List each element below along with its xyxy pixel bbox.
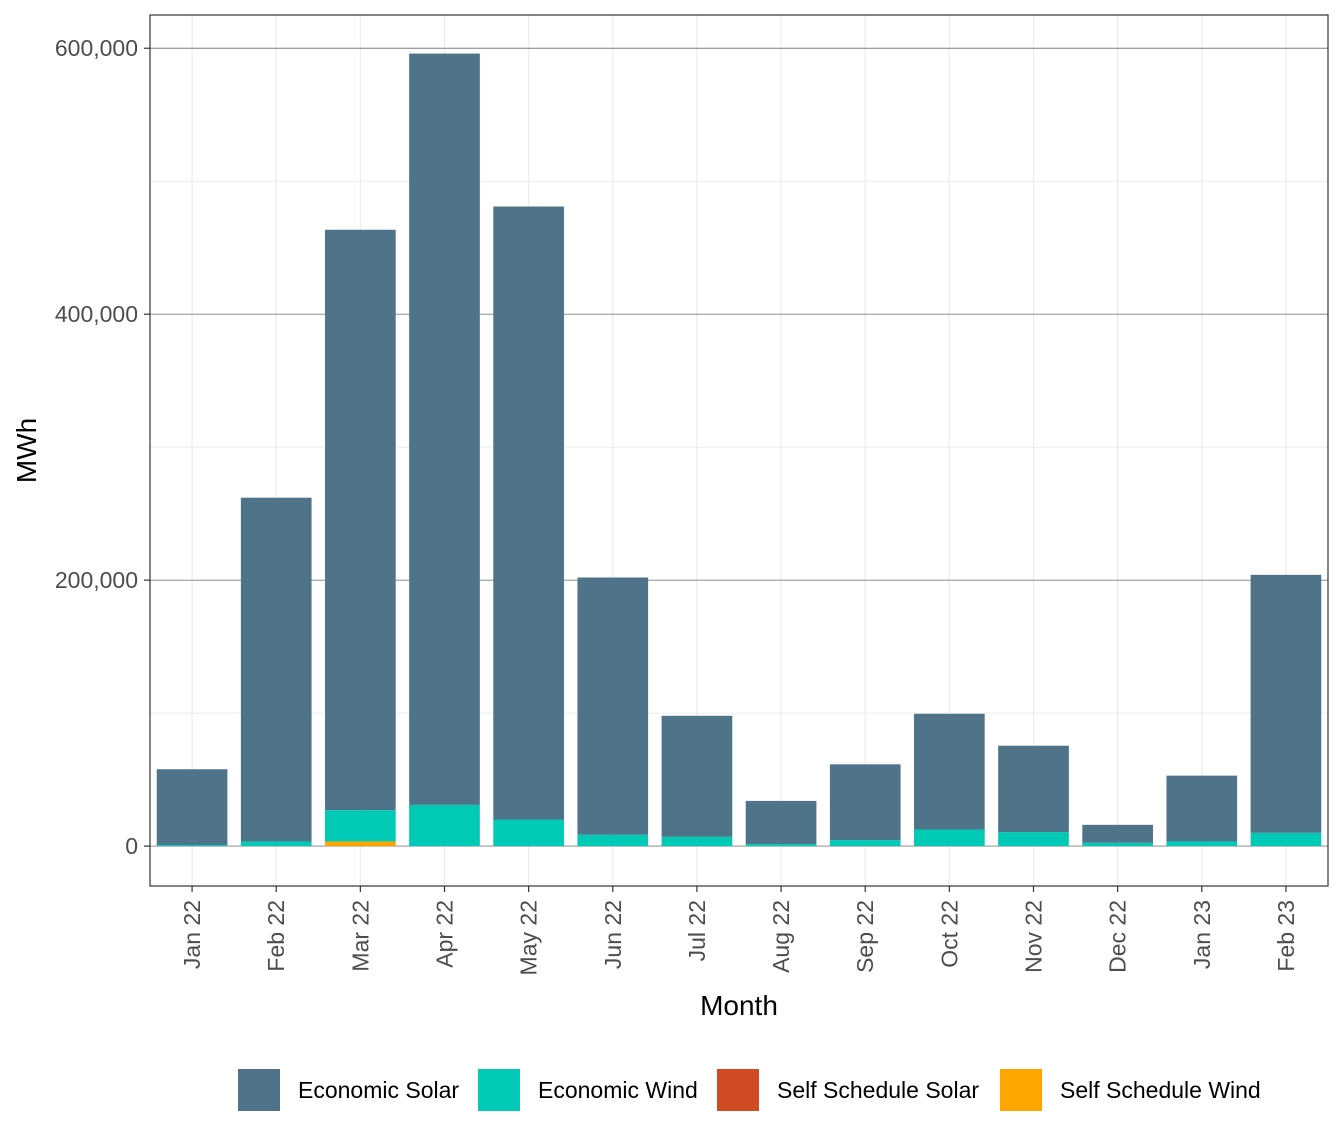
y-tick-label: 200,000: [55, 567, 138, 593]
bar-economic-wind: [914, 829, 985, 847]
legend: Economic Solar Economic Wind Self Schedule…: [238, 1069, 1261, 1111]
legend-label-economic-wind: Economic Wind: [538, 1077, 698, 1103]
bar-self-schedule-wind: [325, 841, 396, 847]
y-tick-label: 600,000: [55, 35, 138, 61]
bar-economic-solar: [914, 713, 985, 830]
x-axis-title: Month: [700, 990, 778, 1021]
y-tick-label: 400,000: [55, 301, 138, 327]
bar-economic-solar: [325, 229, 396, 811]
bar-economic-wind: [1166, 841, 1238, 847]
legend-swatch-economic-wind: [478, 1069, 520, 1111]
legend-label-economic-solar: Economic Solar: [298, 1077, 459, 1103]
x-tick-label: Feb 22: [263, 900, 289, 972]
legend-label-self-schedule-wind: Self Schedule Wind: [1060, 1077, 1261, 1103]
bar-economic-solar: [409, 53, 480, 805]
bar-economic-solar: [829, 764, 901, 841]
bar-economic-wind: [745, 844, 817, 847]
y-axis-title: MWh: [11, 418, 42, 483]
x-tick-label: Dec 22: [1105, 900, 1131, 973]
bar-economic-solar: [1250, 574, 1322, 833]
x-tick-label: Apr 22: [432, 900, 458, 968]
x-tick-label: Oct 22: [936, 900, 962, 968]
axes: 0 200,000 400,000 600,000 Jan 22 Feb 22 Mar 22…: [55, 35, 1299, 975]
bar-economic-wind: [493, 819, 564, 847]
x-tick-label: Mar 22: [347, 900, 373, 972]
x-tick-label: Feb 23: [1273, 900, 1299, 972]
y-tick-label: 0: [125, 833, 138, 859]
x-tick-label: May 22: [516, 900, 542, 975]
legend-swatch-economic-solar: [238, 1069, 280, 1111]
bar-economic-wind: [409, 804, 480, 847]
x-tick-label: Aug 22: [768, 900, 794, 973]
legend-swatch-self-schedule-wind: [1000, 1069, 1042, 1111]
bars: [156, 53, 1322, 847]
bar-economic-solar: [1166, 775, 1238, 842]
bar-economic-solar: [577, 577, 649, 835]
bar-economic-wind: [1082, 842, 1153, 847]
bar-economic-solar: [493, 206, 564, 820]
bar-economic-wind: [577, 834, 649, 847]
bar-economic-wind: [240, 841, 312, 847]
bar-economic-solar: [156, 769, 228, 846]
bar-economic-wind: [1250, 832, 1322, 847]
bar-economic-wind: [325, 810, 396, 842]
bar-economic-solar: [1082, 824, 1153, 843]
bar-economic-wind: [156, 845, 228, 847]
legend-label-self-schedule-solar: Self Schedule Solar: [777, 1077, 979, 1103]
x-tick-label: Jul 22: [684, 900, 710, 961]
bar-economic-wind: [661, 836, 733, 847]
bar-economic-wind: [998, 832, 1069, 847]
bar-economic-solar: [240, 497, 312, 842]
x-tick-label: Sep 22: [852, 900, 878, 973]
bar-economic-solar: [661, 715, 733, 837]
x-tick-label: Jan 22: [179, 900, 205, 969]
bar-economic-solar: [745, 800, 817, 845]
x-tick-label: Nov 22: [1021, 900, 1047, 973]
plot-panel-border: [149, 14, 1329, 887]
x-tick-label: Jan 23: [1189, 900, 1215, 969]
x-tick-label: Jun 22: [600, 900, 626, 969]
legend-swatch-self-schedule-solar: [717, 1069, 759, 1111]
bar-economic-wind: [829, 840, 901, 847]
bar-economic-solar: [998, 745, 1069, 833]
